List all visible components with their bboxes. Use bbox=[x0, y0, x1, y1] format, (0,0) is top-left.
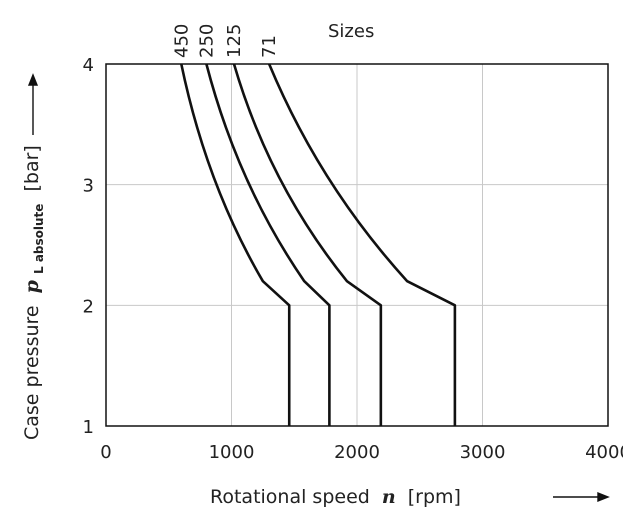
curve-size-71 bbox=[267, 63, 457, 426]
x-axis-arrow bbox=[553, 491, 610, 503]
x-axis-label-prefix: Rotational speed bbox=[210, 486, 370, 508]
y-tick-labels: 1 2 3 4 bbox=[83, 55, 94, 438]
x-axis-unit: [rpm] bbox=[408, 486, 461, 508]
x-tick-label: 2000 bbox=[334, 442, 380, 463]
curve-size-250 bbox=[205, 63, 331, 426]
y-tick-label: 1 bbox=[83, 417, 94, 438]
sizes-legend-title: Sizes bbox=[328, 21, 374, 42]
size-label-125: 125 bbox=[224, 24, 245, 58]
x-tick-label: 3000 bbox=[460, 442, 506, 463]
x-tick-labels: 0 1000 2000 3000 4000 bbox=[100, 442, 623, 463]
y-axis-subscript: L absolute bbox=[32, 204, 46, 274]
y-tick-label: 4 bbox=[83, 55, 94, 76]
y-tick-label: 2 bbox=[83, 296, 94, 317]
grid-lines bbox=[105, 63, 609, 427]
y-axis-unit: [bar] bbox=[21, 145, 43, 191]
x-tick-label: 4000 bbox=[585, 442, 623, 463]
size-label-450: 450 bbox=[171, 24, 192, 58]
size-labels: 450 250 125 71 bbox=[171, 24, 280, 58]
size-label-71: 71 bbox=[259, 35, 280, 58]
x-axis-label: Rotational speed n [rpm] bbox=[210, 486, 461, 508]
y-axis-label: Case pressure p L absolute [bar] bbox=[21, 145, 48, 440]
curves bbox=[180, 63, 457, 426]
size-label-250: 250 bbox=[196, 24, 217, 58]
y-tick-label: 3 bbox=[83, 176, 94, 197]
curve-size-125 bbox=[232, 63, 383, 426]
x-axis-symbol: n bbox=[382, 486, 396, 508]
x-tick-label: 1000 bbox=[209, 442, 255, 463]
x-tick-label: 0 bbox=[100, 442, 111, 463]
plot-frame bbox=[105, 63, 609, 427]
y-axis-symbol: p bbox=[21, 279, 43, 293]
curve-size-450 bbox=[180, 63, 291, 426]
y-axis-label-prefix: Case pressure bbox=[21, 305, 43, 440]
y-axis-arrow bbox=[27, 73, 39, 135]
